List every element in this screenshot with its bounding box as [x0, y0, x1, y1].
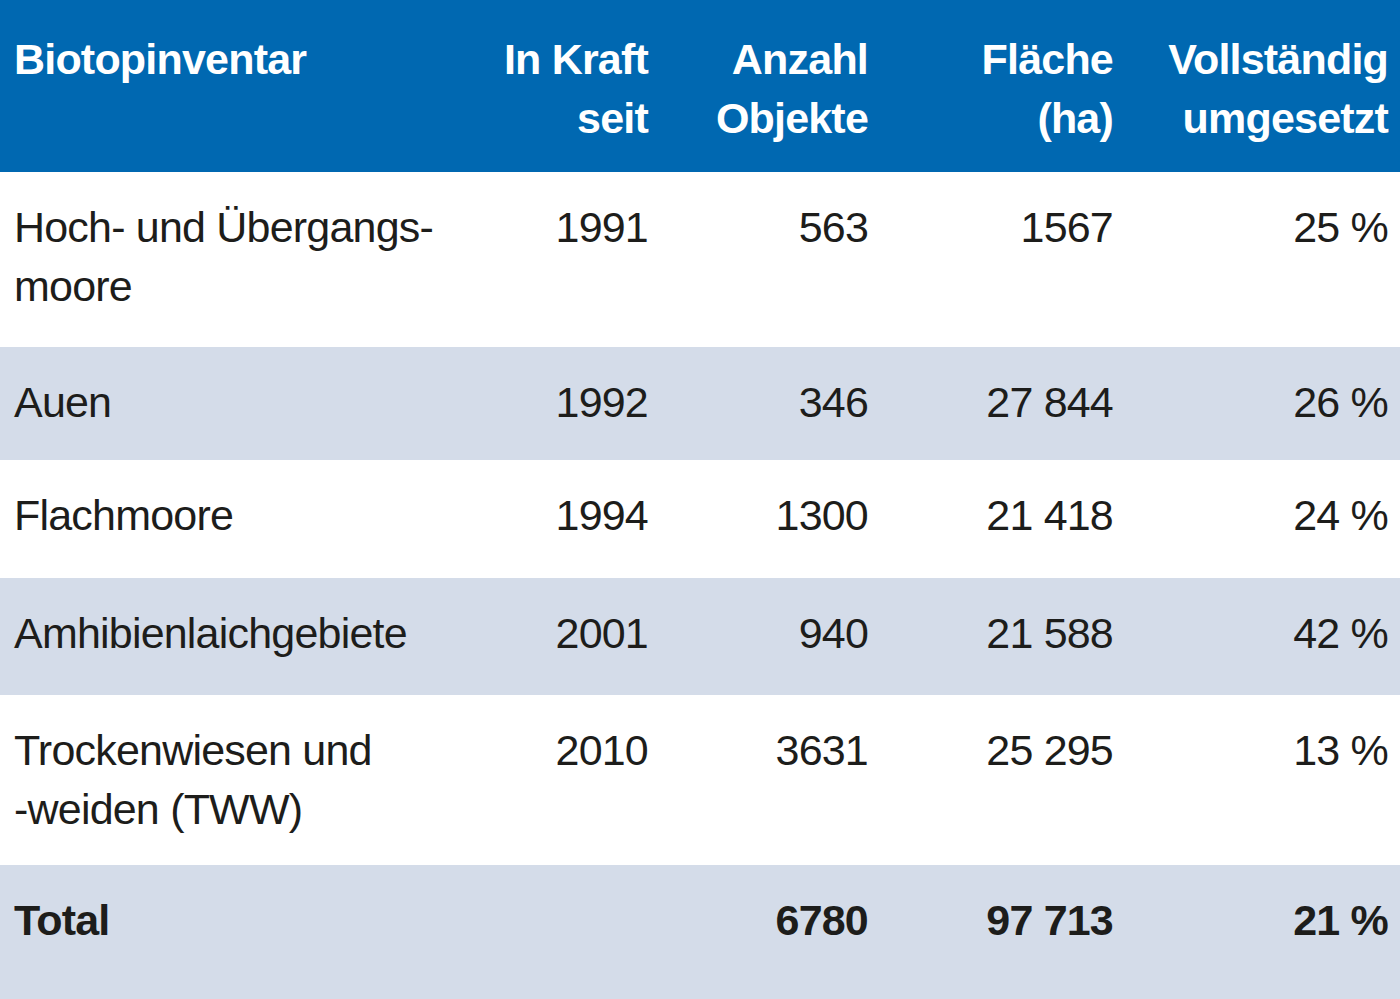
cell-total-label: Total	[0, 865, 470, 999]
cell-in-kraft-seit: 2010	[470, 695, 660, 865]
table-row-total: Total 6780 97 713 21 %	[0, 865, 1400, 999]
table-row-auen: Auen 1992 346 27 844 26 %	[0, 347, 1400, 460]
table-row-hochmoore: Hoch- und Übergangs- moore 1991 563 1567…	[0, 172, 1400, 347]
cell-vollstaendig-umgesetzt: 24 %	[1125, 460, 1400, 578]
header-label-line2: umgesetzt	[1137, 89, 1388, 148]
cell-flaeche-ha: 1567	[880, 172, 1125, 347]
cell-anzahl-objekte: 6780	[660, 865, 880, 999]
cell-flaeche-ha: 25 295	[880, 695, 1125, 865]
cell-vollstaendig-umgesetzt: 26 %	[1125, 347, 1400, 460]
table-row-flachmoore: Flachmoore 1994 1300 21 418 24 %	[0, 460, 1400, 578]
cell-in-kraft-seit: 1994	[470, 460, 660, 578]
header-label-line2: seit	[482, 89, 648, 148]
biotop-name-line1: Trockenwiesen und	[14, 721, 458, 780]
header-label-line2: Objekte	[672, 89, 868, 148]
biotop-name-line2: -weiden (TWW)	[14, 780, 458, 839]
biotop-name-line1: Hoch- und Übergangs-	[14, 198, 458, 257]
cell-anzahl-objekte: 1300	[660, 460, 880, 578]
column-header-flaeche-ha: Fläche (ha)	[880, 0, 1125, 172]
cell-vollstaendig-umgesetzt: 25 %	[1125, 172, 1400, 347]
cell-anzahl-objekte: 563	[660, 172, 880, 347]
cell-vollstaendig-umgesetzt: 21 %	[1125, 865, 1400, 999]
cell-anzahl-objekte: 940	[660, 578, 880, 695]
cell-flaeche-ha: 21 418	[880, 460, 1125, 578]
header-label-line1: Anzahl	[672, 30, 868, 89]
biotop-name-line2: moore	[14, 257, 458, 316]
cell-biotop-name: Auen	[0, 347, 470, 460]
cell-biotop-name: Trockenwiesen und -weiden (TWW)	[0, 695, 470, 865]
header-row: Biotopinventar In Kraft seit Anzahl Obje…	[0, 0, 1400, 172]
header-label-line2: (ha)	[892, 89, 1113, 148]
header-label-line1: In Kraft	[482, 30, 648, 89]
column-header-vollstaendig-umgesetzt: Vollständig umgesetzt	[1125, 0, 1400, 172]
table-row-amphibienlaichgebiete: Amhibienlaichgebiete 2001 940 21 588 42 …	[0, 578, 1400, 695]
biotopinventar-table: Biotopinventar In Kraft seit Anzahl Obje…	[0, 0, 1400, 999]
cell-anzahl-objekte: 3631	[660, 695, 880, 865]
column-header-biotopinventar: Biotopinventar	[0, 0, 470, 172]
cell-vollstaendig-umgesetzt: 42 %	[1125, 578, 1400, 695]
table-row-trockenwiesen: Trockenwiesen und -weiden (TWW) 2010 363…	[0, 695, 1400, 865]
cell-flaeche-ha: 21 588	[880, 578, 1125, 695]
header-label-line1: Vollständig	[1137, 30, 1388, 89]
cell-biotop-name: Flachmoore	[0, 460, 470, 578]
header-label: Biotopinventar	[14, 30, 458, 89]
cell-in-kraft-seit: 2001	[470, 578, 660, 695]
cell-biotop-name: Hoch- und Übergangs- moore	[0, 172, 470, 347]
cell-in-kraft-seit	[470, 865, 660, 999]
column-header-in-kraft-seit: In Kraft seit	[470, 0, 660, 172]
cell-flaeche-ha: 27 844	[880, 347, 1125, 460]
column-header-anzahl-objekte: Anzahl Objekte	[660, 0, 880, 172]
cell-in-kraft-seit: 1991	[470, 172, 660, 347]
header-label-line1: Fläche	[892, 30, 1113, 89]
cell-flaeche-ha: 97 713	[880, 865, 1125, 999]
cell-in-kraft-seit: 1992	[470, 347, 660, 460]
cell-vollstaendig-umgesetzt: 13 %	[1125, 695, 1400, 865]
cell-biotop-name: Amhibienlaichgebiete	[0, 578, 470, 695]
cell-anzahl-objekte: 346	[660, 347, 880, 460]
